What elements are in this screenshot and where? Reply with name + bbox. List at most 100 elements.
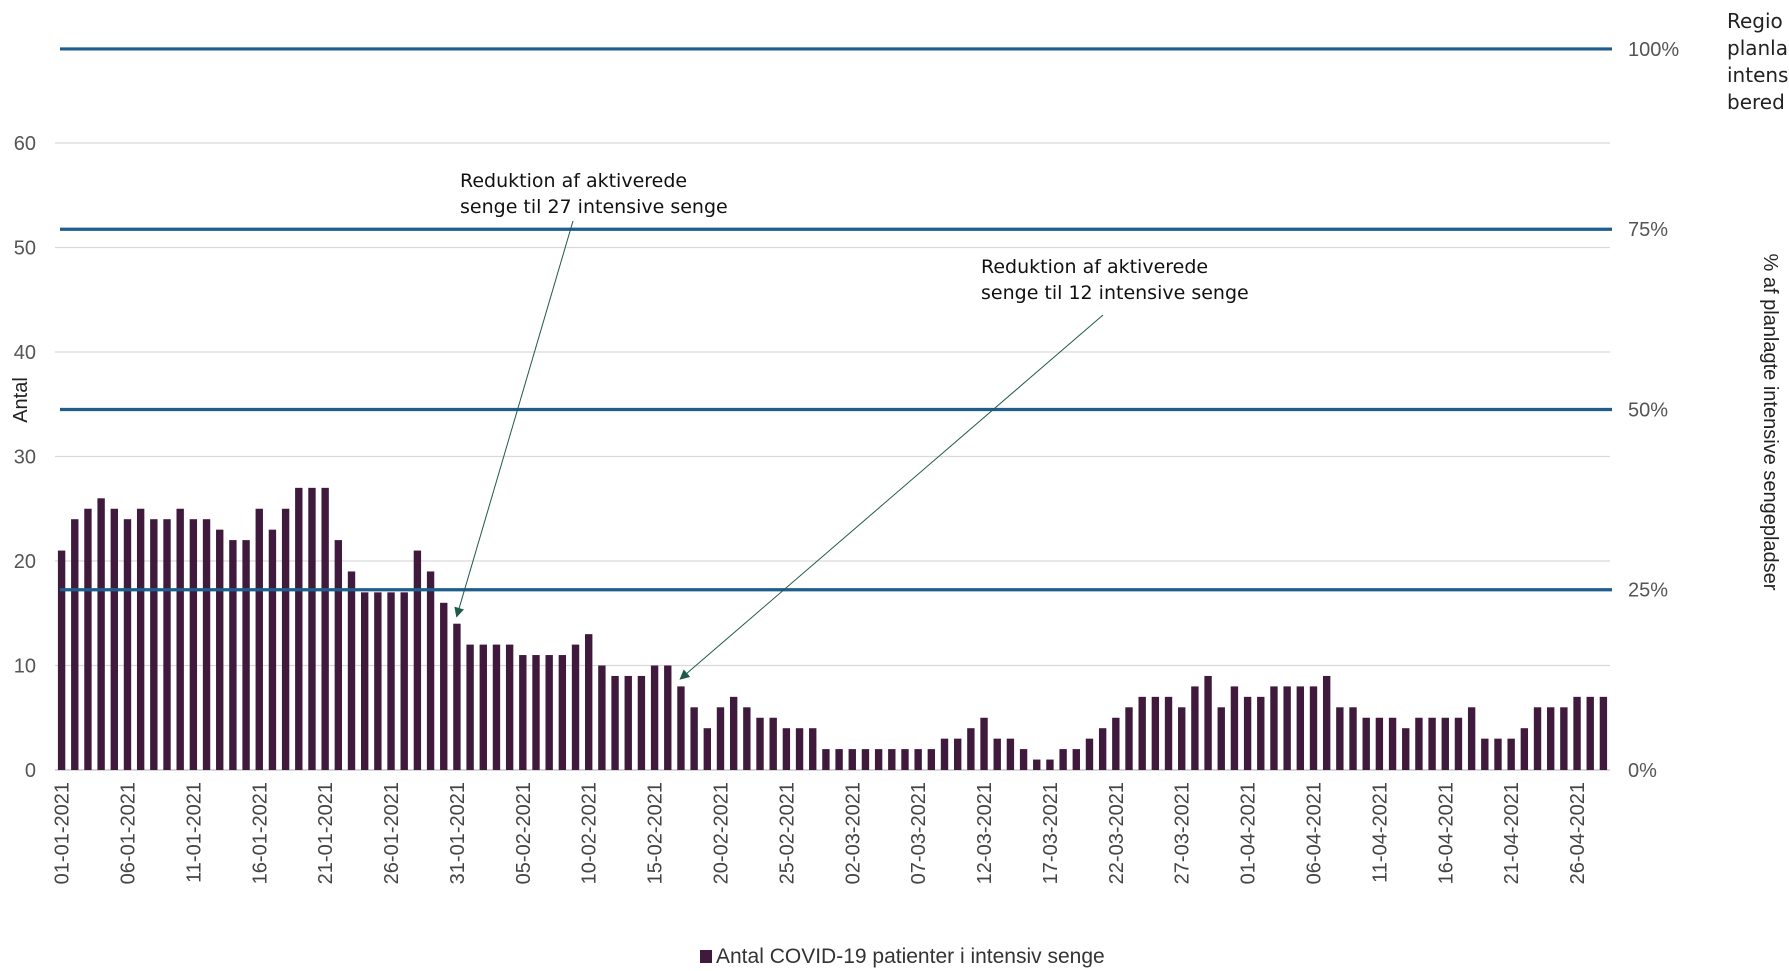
bar [835, 749, 843, 770]
bar [795, 728, 804, 770]
bar [1336, 707, 1344, 770]
bar [611, 675, 619, 770]
x-tick-label: 26-01-2021 [381, 782, 403, 884]
bar [163, 519, 171, 770]
bar [809, 728, 817, 770]
side-note: Regio planla intens bered [1727, 9, 1788, 114]
bar [954, 738, 962, 770]
bar [347, 571, 356, 770]
bar [729, 696, 738, 770]
bar [1283, 686, 1291, 770]
bar [1507, 738, 1515, 770]
bar [914, 749, 922, 770]
x-tick-label: 21-01-2021 [315, 782, 337, 884]
bar [519, 655, 527, 770]
x-tick-label: 11-04-2021 [1369, 782, 1391, 883]
bar [690, 707, 698, 770]
bar [268, 529, 277, 770]
y-tick-label: 30 [14, 447, 36, 469]
x-tick-label: 06-01-2021 [117, 782, 139, 884]
bar [1296, 686, 1305, 770]
annotation-text: Reduktion af aktiverede [460, 170, 687, 192]
x-tick-label: 10-02-2021 [579, 782, 601, 884]
bar [1085, 738, 1094, 770]
bar [1402, 728, 1410, 770]
x-tick-label: 31-01-2021 [447, 782, 469, 884]
bar [295, 487, 303, 770]
bar [743, 707, 751, 770]
bar [150, 519, 158, 770]
side-note-line: intens [1727, 63, 1788, 87]
bar [1375, 717, 1384, 770]
x-tick-label: 02-03-2021 [842, 782, 864, 884]
y2-axis-ticks: 0% 25% 50% 75% 100% [1628, 39, 1679, 782]
bar [242, 540, 250, 770]
bar [1257, 696, 1265, 770]
bar [1217, 707, 1225, 770]
bar [940, 738, 949, 770]
bar [255, 508, 263, 770]
bar [848, 749, 856, 770]
bar [1415, 717, 1423, 770]
x-tick-label: 22-03-2021 [1106, 782, 1128, 884]
x-tick-label: 17-03-2021 [1040, 782, 1062, 884]
y-tick-label: 40 [14, 342, 36, 364]
bar [1322, 675, 1331, 770]
bar [1467, 707, 1476, 770]
bar [492, 644, 501, 770]
bar [505, 644, 514, 770]
bar [1586, 696, 1594, 770]
bar [1151, 696, 1160, 770]
y2-axis-label: % af planlagte intensive sengepladser [1759, 254, 1781, 591]
bar [888, 749, 896, 770]
x-tick-label: 21-04-2021 [1501, 782, 1523, 884]
bar [1112, 717, 1120, 770]
legend: Antal COVID-19 patienter i intensiv seng… [700, 945, 1105, 968]
bar [703, 728, 711, 770]
bar [1349, 707, 1357, 770]
y2-tick-label: 0% [1628, 760, 1657, 782]
bar [1059, 749, 1067, 770]
x-tick-label: 27-03-2021 [1172, 782, 1194, 884]
x-tick-label: 07-03-2021 [908, 782, 930, 884]
bar [110, 508, 118, 770]
y-tick-label: 20 [14, 551, 36, 573]
bar [1138, 696, 1146, 770]
bar [1191, 686, 1199, 770]
bar [413, 550, 422, 770]
bar [545, 655, 553, 770]
side-note-line: Regio [1727, 9, 1783, 33]
x-tick-label: 05-02-2021 [513, 782, 535, 884]
bar [1046, 759, 1054, 770]
bar [123, 519, 132, 770]
y2-tick-label: 50% [1628, 399, 1668, 421]
bar [1309, 686, 1318, 770]
bar [216, 529, 224, 770]
bar [967, 728, 975, 770]
y-axis-label: Antal [10, 377, 32, 423]
bars [57, 487, 1608, 770]
x-tick-label: 06-04-2021 [1303, 782, 1325, 884]
bar [637, 675, 646, 770]
bar [360, 592, 369, 770]
bar [1533, 707, 1542, 770]
annotation-text: Reduktion af aktiverede [981, 256, 1208, 278]
bar [598, 665, 606, 770]
side-note-line: bered [1727, 90, 1785, 114]
bar [374, 592, 382, 770]
bar [664, 665, 672, 770]
bar [466, 644, 474, 770]
bar [202, 519, 211, 770]
annotation-arrow [679, 314, 1104, 680]
x-tick-label: 01-04-2021 [1238, 782, 1260, 884]
annotation-text: senge til 27 intensive senge [460, 196, 728, 218]
y-tick-label: 0 [25, 760, 36, 782]
bar [756, 717, 764, 770]
bar [229, 540, 237, 770]
bar [281, 508, 290, 770]
reference-lines [60, 47, 1612, 592]
bar [1006, 738, 1015, 770]
bar [1019, 749, 1028, 770]
bar [479, 644, 487, 770]
